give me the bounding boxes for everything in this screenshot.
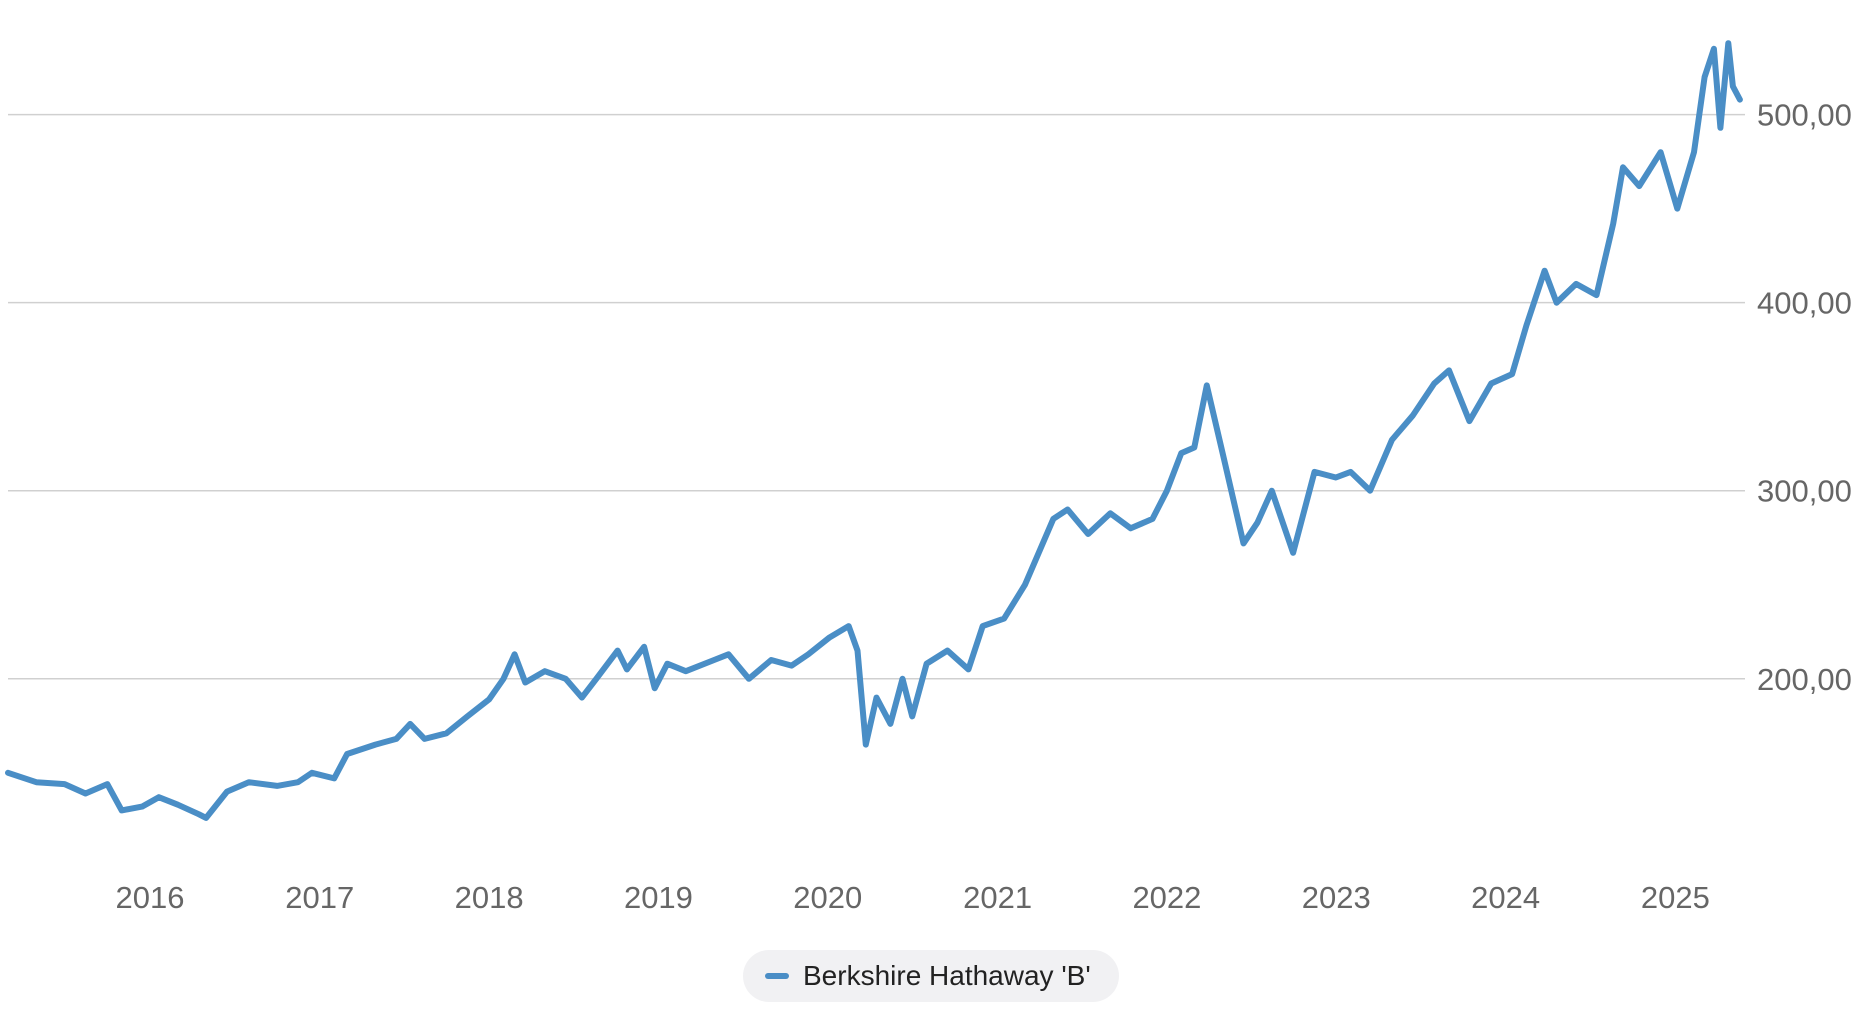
series-line (5, 40, 1743, 821)
y-axis-tick-labels: 200,00 300,00 400,00 500,00 (1757, 98, 1852, 697)
gridlines (8, 113, 1745, 680)
x-tick-label: 2021 (963, 880, 1032, 915)
y-tick-label: 200,00 (1757, 662, 1852, 697)
x-tick-label: 2023 (1302, 880, 1371, 915)
x-tick-label: 2022 (1132, 880, 1201, 915)
y-tick-label: 400,00 (1757, 286, 1852, 321)
legend[interactable]: Berkshire Hathaway 'B' (743, 950, 1119, 1002)
x-tick-label: 2019 (624, 880, 693, 915)
x-axis-tick-labels: 2016 2017 2018 2019 2020 2021 2022 2023 2024 2025 (115, 880, 1709, 915)
legend-label: Berkshire Hathaway 'B' (803, 960, 1091, 991)
x-tick-label: 2025 (1641, 880, 1710, 915)
y-tick-label: 300,00 (1757, 474, 1852, 509)
x-tick-label: 2018 (455, 880, 524, 915)
x-tick-label: 2024 (1471, 880, 1540, 915)
series-layer (5, 40, 1743, 821)
x-tick-label: 2016 (115, 880, 184, 915)
y-tick-label: 500,00 (1757, 98, 1852, 133)
x-tick-label: 2020 (793, 880, 862, 915)
x-tick-label: 2017 (285, 880, 354, 915)
legend-swatch (765, 973, 789, 979)
